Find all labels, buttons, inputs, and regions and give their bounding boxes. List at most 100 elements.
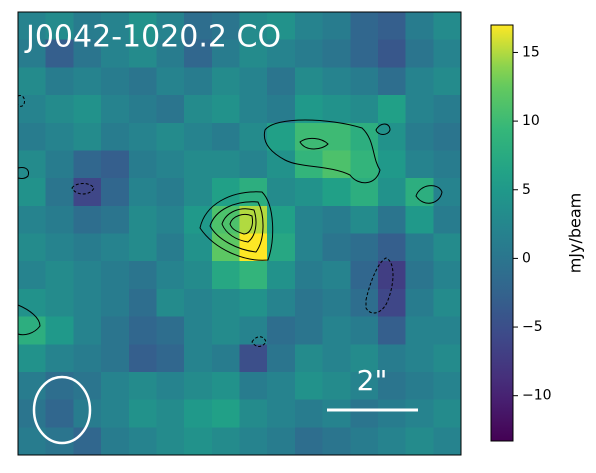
heat-cell [239, 427, 268, 456]
heat-cell [239, 233, 268, 262]
heat-cell [128, 205, 158, 235]
heat-cell [405, 427, 434, 456]
heat-cell [184, 95, 213, 124]
heat-cell [350, 344, 379, 373]
heat-cell [294, 344, 324, 373]
heat-cell [184, 39, 213, 68]
heat-cell [377, 371, 407, 401]
heat-cell [211, 288, 241, 318]
heat-cell [184, 67, 213, 96]
heat-cell [45, 12, 74, 41]
heat-cell [156, 39, 185, 68]
heat-cell [45, 233, 74, 262]
heat-cell [294, 288, 324, 318]
heat-cell [433, 371, 462, 401]
heat-cell [211, 261, 241, 290]
heat-cell [184, 316, 213, 345]
heat-cell [18, 12, 47, 41]
heat-cell [101, 150, 130, 179]
plot-frame [17, 11, 462, 456]
heat-cell [294, 427, 324, 456]
heat-cell [267, 261, 296, 290]
heat-cell [156, 12, 185, 41]
heat-cell [267, 67, 296, 96]
heat-cell [128, 150, 158, 179]
heat-cell [211, 67, 241, 96]
heat-cell [267, 316, 296, 345]
heat-cell [350, 427, 379, 456]
heat-cell [294, 261, 324, 290]
heat-cell [239, 399, 268, 428]
heat-cell [18, 316, 47, 345]
heat-cell [184, 288, 213, 318]
heat-cell [45, 150, 74, 179]
heat-cell [101, 288, 130, 318]
heat-cell [239, 12, 268, 41]
heat-cell [156, 427, 185, 456]
heat-cell [267, 122, 296, 152]
heat-cell [377, 427, 407, 456]
heat-cell [101, 12, 130, 41]
heat-cell [73, 12, 102, 41]
heat-cell [211, 233, 241, 262]
heat-cell [239, 39, 268, 68]
heat-cell [377, 233, 407, 262]
heat-cell [322, 427, 351, 456]
heat-cell [267, 39, 296, 68]
heat-cell [377, 122, 407, 152]
colorbar-tick-label: −10 [522, 388, 552, 404]
colorbar-tick-label: 5 [522, 182, 531, 198]
heat-cell [433, 344, 462, 373]
heat-cell [267, 371, 296, 401]
heat-cell [18, 150, 47, 179]
heat-cell [322, 95, 351, 124]
heat-cell [294, 12, 324, 41]
heat-cell [73, 205, 102, 235]
heat-cell [45, 67, 74, 96]
heat-cell [18, 178, 47, 207]
heat-cell [377, 39, 407, 68]
heat-cell [156, 150, 185, 179]
heat-cell [433, 178, 462, 207]
contours [17, 95, 443, 347]
heat-cell [156, 344, 185, 373]
heat-cell [156, 122, 185, 152]
heat-cell [45, 205, 74, 235]
heat-cell [211, 399, 241, 428]
heat-cell [322, 344, 351, 373]
heat-cell [350, 39, 379, 68]
heat-cell [377, 95, 407, 124]
heat-cell [101, 39, 130, 68]
heat-cell [350, 205, 379, 235]
heat-cell [45, 344, 74, 373]
heat-cell [433, 233, 462, 262]
heat-cell [433, 150, 462, 179]
heat-cell [322, 12, 351, 41]
heat-cell [377, 399, 407, 428]
heat-cell [18, 261, 47, 290]
heat-cell [18, 67, 47, 96]
heat-cell [45, 288, 74, 318]
heat-cell [101, 316, 130, 345]
heat-cell [211, 39, 241, 68]
heat-cell [267, 344, 296, 373]
heat-cell [184, 205, 213, 235]
heat-cell [405, 205, 434, 235]
heat-cell [128, 316, 158, 345]
heat-cell [211, 12, 241, 41]
heat-cell [433, 288, 462, 318]
heat-cell [405, 12, 434, 41]
heat-cell [322, 150, 351, 179]
heat-cell [377, 178, 407, 207]
heat-cell [322, 399, 351, 428]
heat-cell [433, 316, 462, 345]
heat-cell [239, 67, 268, 96]
heat-cell [156, 205, 185, 235]
heat-cell [73, 67, 102, 96]
heat-cell [322, 205, 351, 235]
scale-label: 2" [357, 364, 388, 397]
heat-cell [101, 178, 130, 207]
heat-cell [322, 39, 351, 68]
heat-cell [267, 205, 296, 235]
